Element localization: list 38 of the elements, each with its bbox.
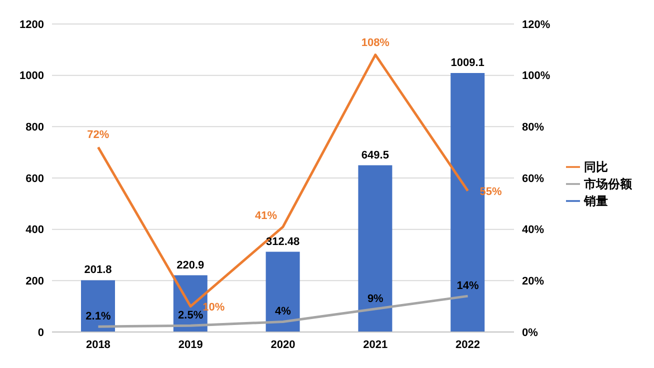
data-label: 9% bbox=[367, 292, 384, 305]
bar bbox=[266, 252, 300, 332]
y2-tick-label: 60% bbox=[522, 172, 544, 185]
bar bbox=[358, 165, 392, 332]
legend-label: 销量 bbox=[584, 194, 608, 208]
y2-tick-label: 40% bbox=[522, 224, 544, 236]
x-tick-label: 2020 bbox=[270, 338, 296, 351]
y2-tick-label: 0% bbox=[522, 326, 538, 339]
legend-label: 同比 bbox=[584, 160, 608, 174]
data-label: 2.5% bbox=[178, 310, 204, 322]
x-tick-label: 2019 bbox=[178, 338, 203, 351]
data-label: 2.1% bbox=[86, 310, 111, 323]
data-label: 649.5 bbox=[361, 149, 389, 162]
y2-tick-label: 100% bbox=[522, 70, 550, 82]
y2-tick-label: 120% bbox=[522, 18, 550, 31]
y-tick-label: 400 bbox=[26, 224, 44, 236]
data-label: 220.9 bbox=[176, 259, 204, 272]
data-label: 312.48 bbox=[266, 236, 300, 248]
data-label: 4% bbox=[275, 306, 292, 318]
data-label: 14% bbox=[456, 280, 480, 292]
y-tick-label: 0 bbox=[38, 326, 44, 339]
y-tick-label: 800 bbox=[26, 122, 44, 134]
x-tick-label: 2022 bbox=[456, 338, 480, 351]
bar bbox=[81, 280, 115, 332]
y2-tick-label: 20% bbox=[522, 276, 544, 288]
data-label: 72% bbox=[87, 129, 110, 142]
data-label: 201.8 bbox=[84, 264, 112, 276]
y-tick-label: 600 bbox=[26, 172, 44, 185]
y-tick-label: 200 bbox=[26, 276, 44, 288]
data-label: 1009.1 bbox=[450, 57, 484, 69]
y2-tick-label: 80% bbox=[522, 122, 544, 134]
x-tick-label: 2018 bbox=[86, 338, 110, 351]
x-tick-label: 2021 bbox=[363, 338, 388, 351]
y-tick-label: 1200 bbox=[20, 18, 44, 31]
data-label: 41% bbox=[254, 210, 278, 222]
data-label: 108% bbox=[361, 36, 390, 49]
legend-label: 市场份额 bbox=[584, 176, 632, 190]
y-tick-label: 1000 bbox=[20, 70, 44, 82]
